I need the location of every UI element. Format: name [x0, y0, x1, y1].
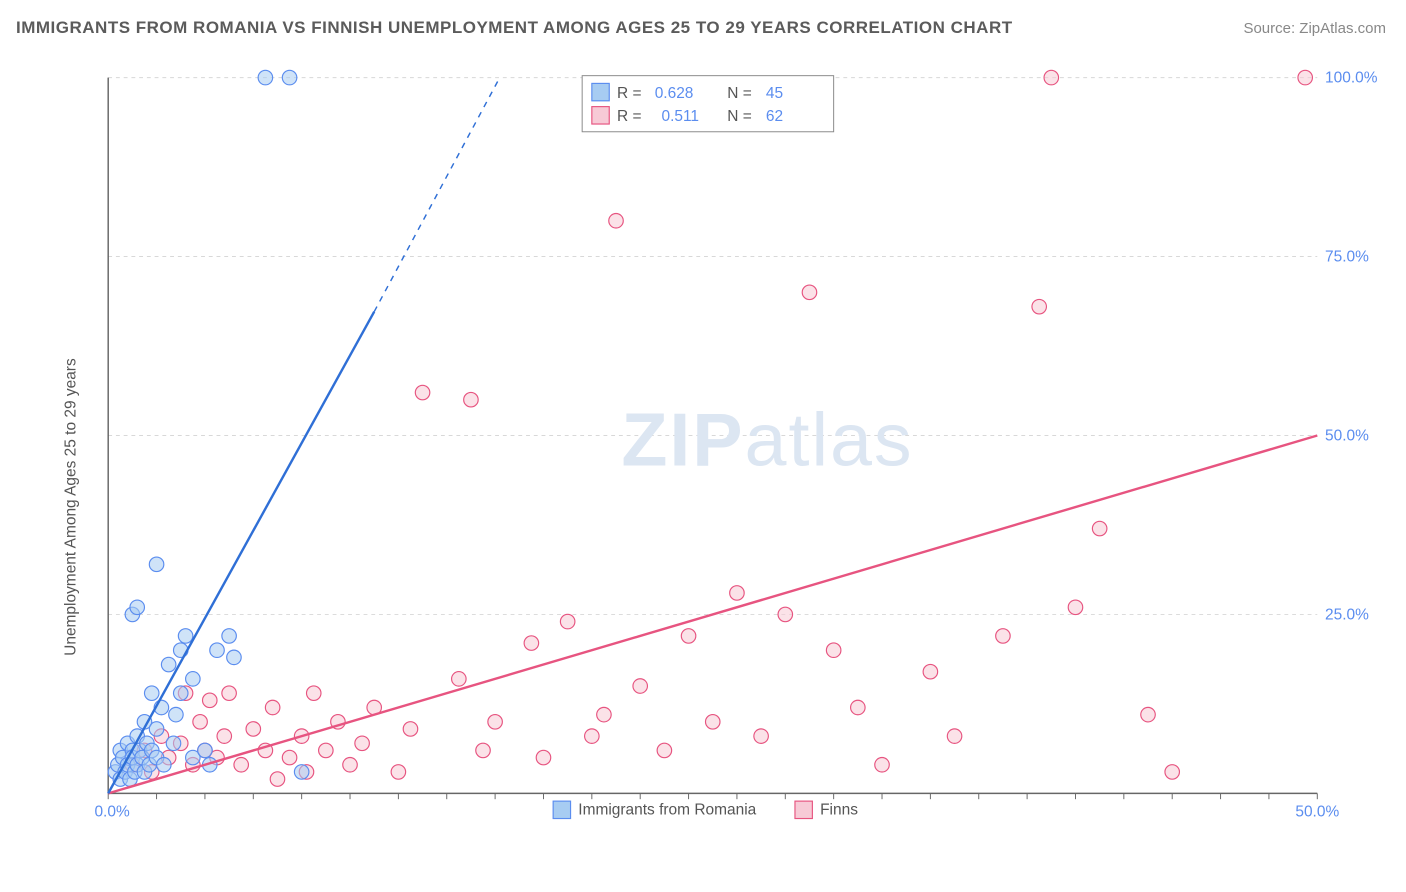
- scatter-plot: ZIPatlas 25.0% 50.0% 75.0% 100.0% 0.0% 50.0% Un…: [55, 55, 1385, 845]
- svg-text:R =: R =: [617, 108, 642, 125]
- svg-text:45: 45: [766, 85, 783, 102]
- y-axis-label: Unemployment Among Ages 25 to 29 years: [62, 358, 79, 656]
- scatter-series: [108, 70, 309, 786]
- grid: [108, 78, 1317, 615]
- svg-text:0.511: 0.511: [661, 108, 699, 125]
- svg-text:Finns: Finns: [820, 802, 858, 819]
- source-label: Source: ZipAtlas.com: [1243, 20, 1386, 37]
- svg-text:Immigrants from Romania: Immigrants from Romania: [578, 802, 756, 819]
- y-tick-label: 50.0%: [1325, 427, 1369, 444]
- svg-text:N =: N =: [727, 85, 752, 102]
- y-tick-label: 100.0%: [1325, 69, 1378, 86]
- x-tick-label-start: 0.0%: [94, 804, 130, 821]
- legend-stats-box: R = 0.628 N = 45 R = 0.511 N = 62: [582, 76, 833, 132]
- x-tick-label-end: 50.0%: [1295, 804, 1339, 821]
- chart-title: IMMIGRANTS FROM ROMANIA VS FINNISH UNEMP…: [16, 18, 1013, 38]
- watermark: ZIPatlas: [621, 397, 913, 481]
- svg-text:62: 62: [766, 108, 783, 125]
- svg-text:N =: N =: [727, 108, 752, 125]
- svg-text:0.628: 0.628: [655, 85, 694, 102]
- y-tick-label: 75.0%: [1325, 248, 1369, 265]
- svg-text:R =: R =: [617, 85, 642, 102]
- trend-line-romania-dashed: [374, 78, 500, 312]
- bottom-legend: Immigrants from Romania Finns: [553, 801, 858, 819]
- y-tick-label: 25.0%: [1325, 606, 1369, 623]
